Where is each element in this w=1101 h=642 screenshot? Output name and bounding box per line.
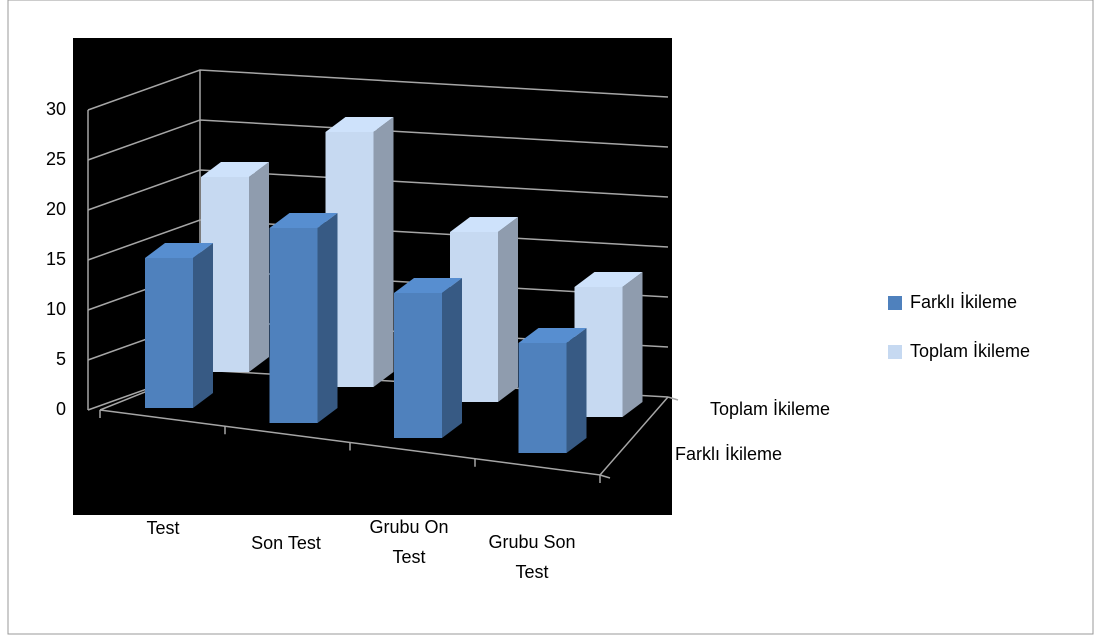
bar-side: [317, 213, 338, 423]
bar-side: [566, 328, 587, 453]
legend-swatch: [888, 345, 902, 359]
x-tick-label: Grubu Son Test: [488, 532, 576, 582]
bar: [394, 278, 462, 438]
bar-top: [145, 243, 213, 258]
bar-side: [442, 278, 462, 438]
legend-swatch: [888, 296, 902, 310]
bar-side: [193, 243, 213, 408]
y-tick-label: 15: [46, 249, 66, 269]
bar-top: [325, 117, 394, 132]
bar-front: [394, 293, 442, 438]
bar-top: [450, 217, 518, 232]
y-tick-label: 10: [46, 299, 66, 319]
depth-label: Toplam İkileme: [710, 399, 830, 419]
x-tick-label: Grubu On Test: [369, 517, 449, 567]
bar-side: [622, 272, 643, 417]
y-tick-label: 5: [56, 349, 66, 369]
depth-label: Farklı İkileme: [675, 444, 782, 464]
bar: [518, 328, 587, 453]
bar-top: [269, 213, 338, 228]
x-tick-label: Test: [146, 518, 180, 538]
bar-front: [269, 228, 318, 423]
bar-top: [518, 328, 587, 343]
bar-front: [145, 258, 193, 408]
bar-top: [201, 162, 269, 177]
bar-side: [249, 162, 269, 372]
bar-top: [394, 278, 462, 293]
bar-side: [373, 117, 394, 387]
x-tick-label: Son Test: [251, 533, 321, 553]
bar-side: [498, 217, 518, 402]
bar-top: [574, 272, 643, 287]
legend-label: Toplam İkileme: [910, 341, 1030, 361]
y-tick-label: 0: [56, 399, 66, 419]
y-tick-label: 30: [46, 99, 66, 119]
depth-tick: [599, 474, 611, 479]
bar: [269, 213, 338, 423]
depth-tick: [667, 396, 679, 401]
y-tick-label: 20: [46, 199, 66, 219]
legend-label: Farklı İkileme: [910, 292, 1017, 312]
bar-front: [518, 343, 567, 453]
y-tick-label: 25: [46, 149, 66, 169]
bar: [145, 243, 213, 408]
